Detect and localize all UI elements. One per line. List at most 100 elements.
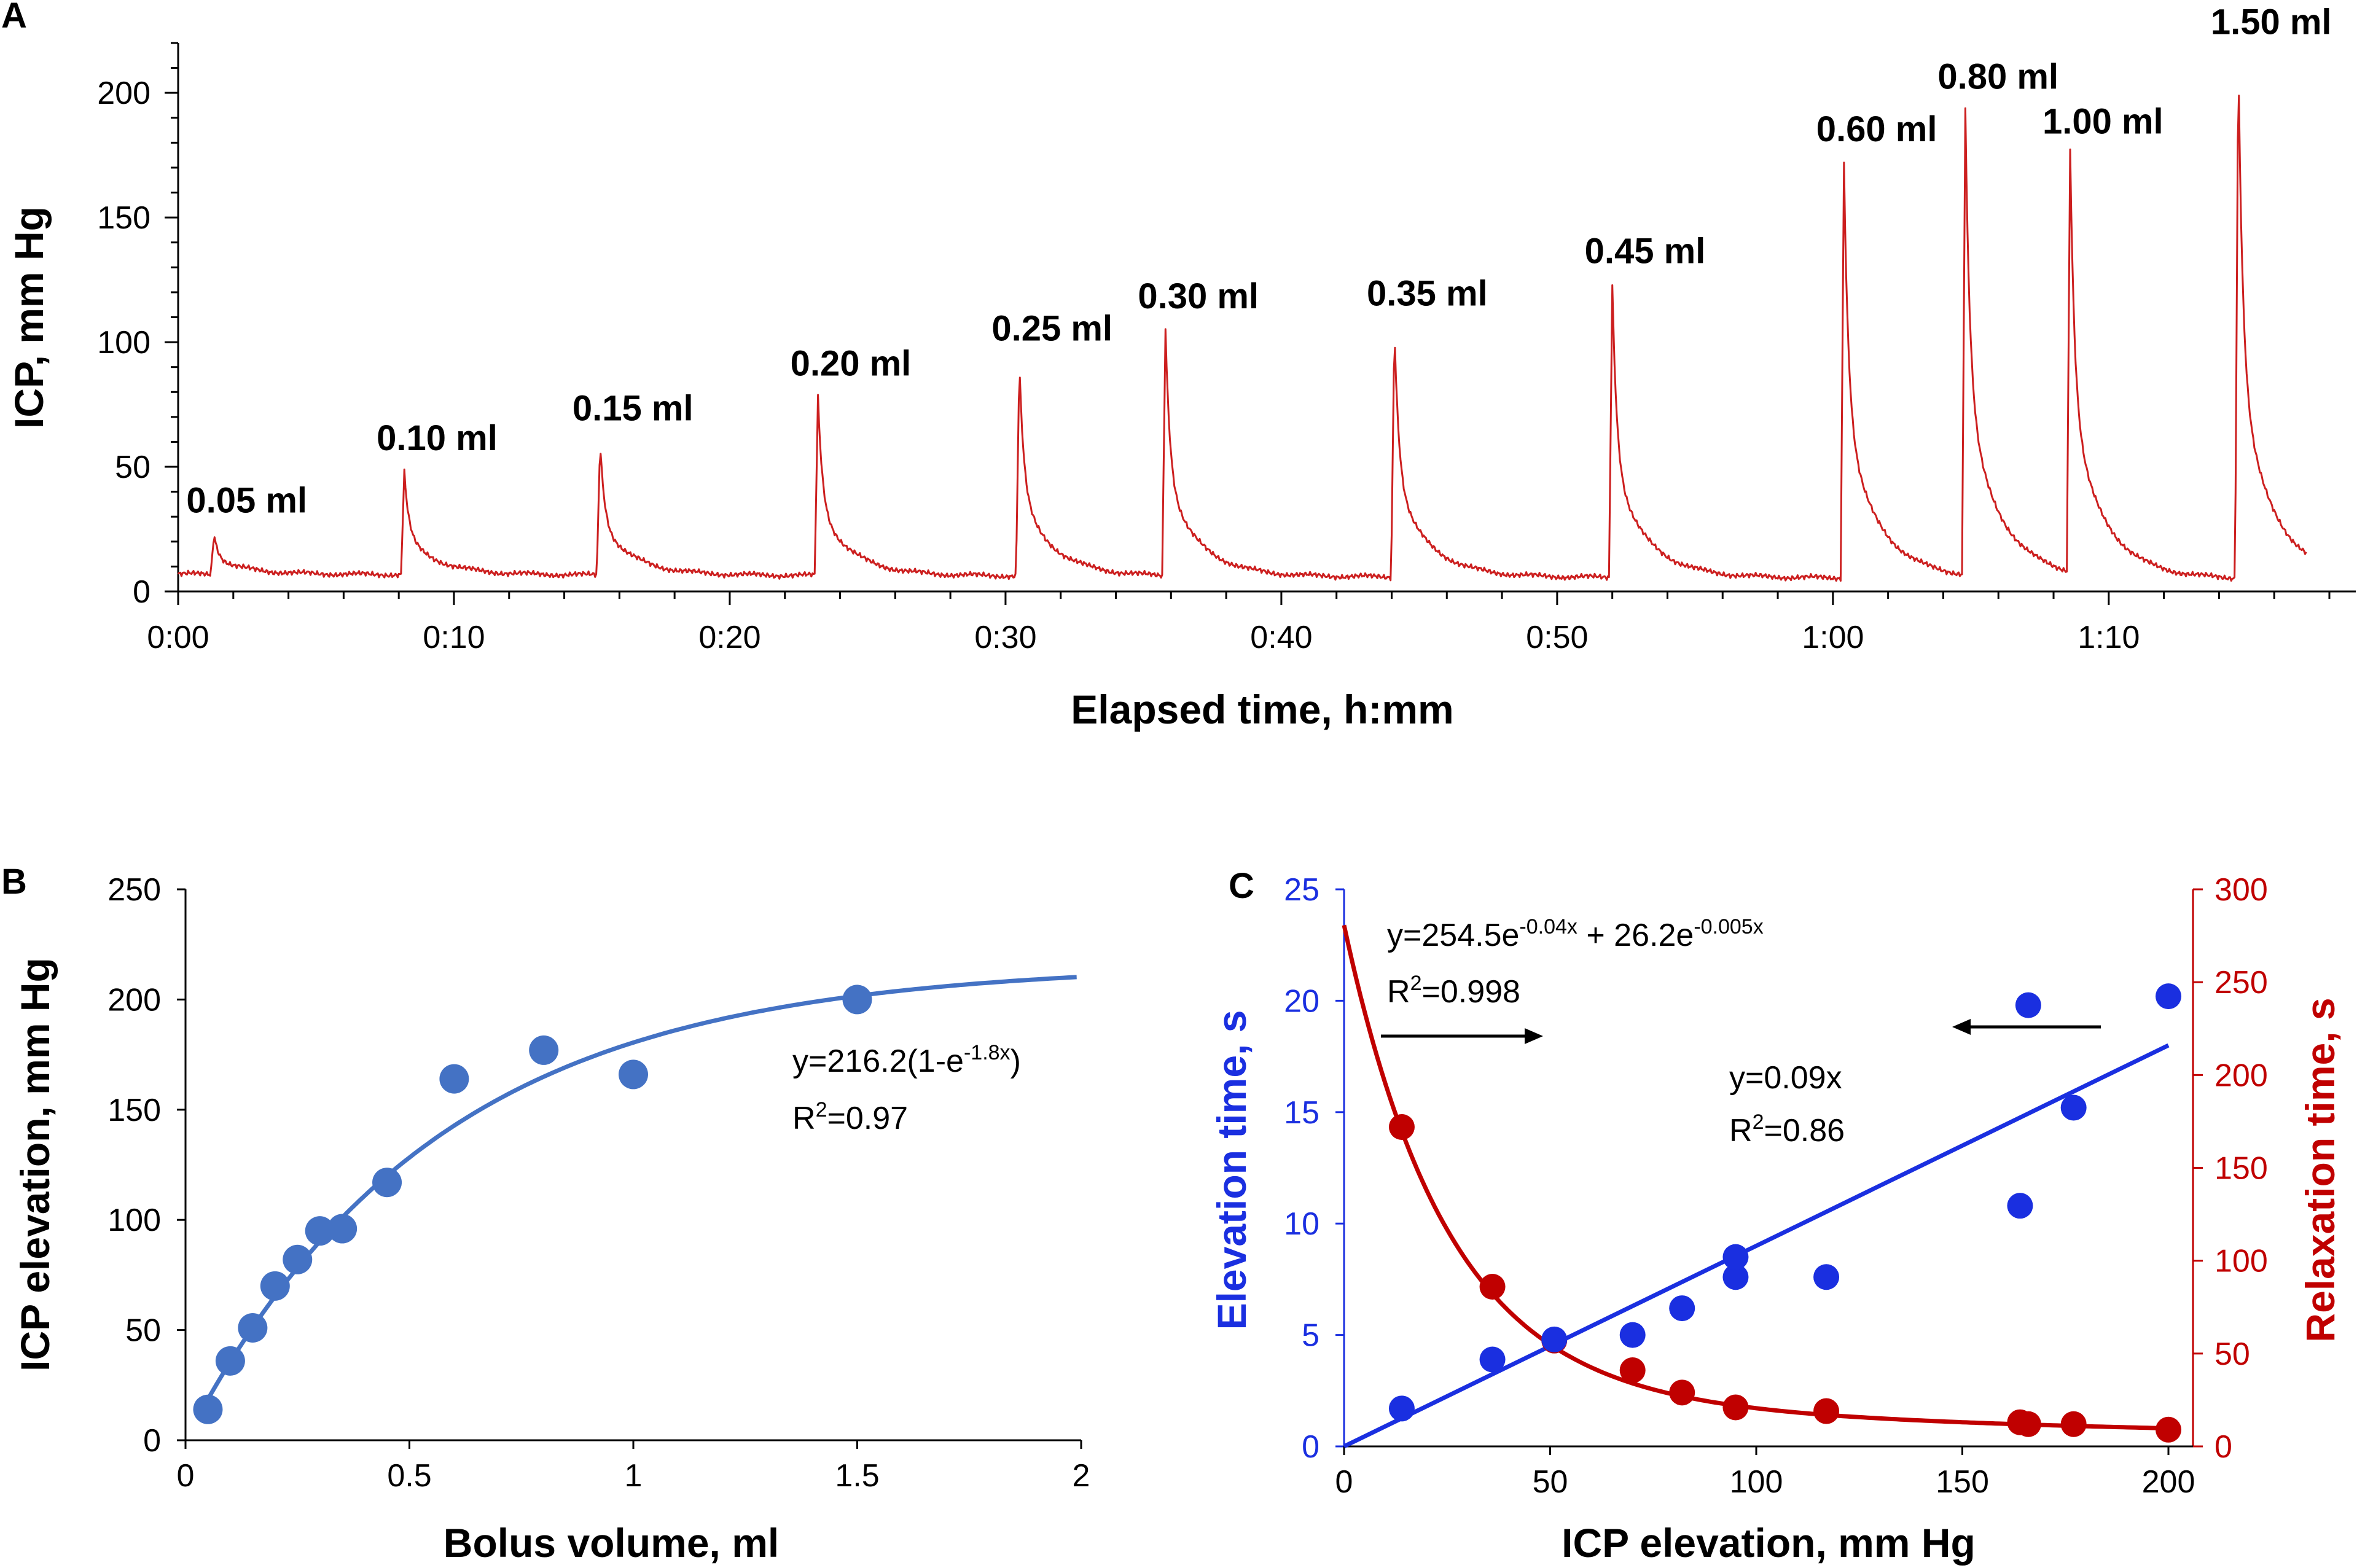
- panel-a-x-tick-label: 0:30: [974, 620, 1036, 655]
- panel-a-y-tick-label: 0: [133, 574, 150, 610]
- panel-b-data-point: [283, 1244, 313, 1274]
- panel-b-y-tick-label: 100: [108, 1203, 161, 1238]
- panel-a-icp-trace: [177, 95, 2307, 582]
- panel-c-x-ticks: 0 50 100 150 200: [1335, 1446, 2195, 1500]
- panel-c-left-title: Elevation time, s: [1209, 1010, 1254, 1330]
- panel-a-x-tick-label: 1:10: [2078, 620, 2140, 655]
- panel-a-peak-label: 0.15 ml: [573, 388, 694, 428]
- panel-c-right-tick-label: 200: [2214, 1058, 2268, 1093]
- panel-c-relaxation-point: [2060, 1411, 2087, 1437]
- panel-c-elevation-point: [1669, 1295, 1695, 1322]
- panel-b-x-ticks: 0 0.5 1 1.5 2: [177, 1440, 1090, 1494]
- panel-a-letter: A: [1, 0, 27, 36]
- panel-a-y-tick-label: 200: [97, 76, 150, 111]
- panel-c-x-tick-label: 50: [1533, 1464, 1568, 1500]
- panel-b-x-tick-label: 2: [1073, 1458, 1090, 1494]
- panel-a-peak-label: 0.80 ml: [1937, 57, 2058, 97]
- panel-a-peak-label: 0.25 ml: [991, 309, 1112, 349]
- panel-b-data-point: [327, 1214, 358, 1244]
- panel-b-y-tick-label: 250: [108, 872, 161, 908]
- panel-c-right-title: Relaxation time, s: [2297, 997, 2343, 1342]
- panel-c-x-tick-label: 100: [1730, 1464, 1783, 1500]
- panel-b-equation: y=216.2(1-e-1.8x): [792, 1041, 1021, 1079]
- panel-c-relaxation-point: [1722, 1394, 1749, 1421]
- panel-c-elevation-point: [1722, 1264, 1749, 1290]
- panel-b-x-tick-label: 0.5: [387, 1458, 431, 1494]
- panel-b-data-point: [193, 1394, 223, 1424]
- panel-b-x-tick-label: 0: [177, 1458, 195, 1494]
- panel-a-y-title: ICP, mm Hg: [6, 206, 52, 429]
- panel-b-data-point: [238, 1313, 268, 1343]
- panel-c-elevation-point: [1619, 1322, 1646, 1348]
- panel-c-elev-r2: R2=0.86: [1729, 1110, 1845, 1149]
- panel-c-left-arrowhead: [1952, 1019, 1971, 1035]
- panel-a-x-ticks: 0:00 0:10 0:20 0:30 0:40 0:50 1:00 1:10: [147, 591, 2331, 655]
- panel-c-left-tick-label: 0: [1302, 1429, 1319, 1465]
- panel-c-left-ticks: 0 5 10 15 20 25: [1284, 872, 1344, 1465]
- panel-b-data-point: [529, 1035, 559, 1065]
- panel-c-left-tick-label: 20: [1284, 983, 1319, 1019]
- panel-c-elevation-point: [1388, 1395, 1415, 1422]
- panel-c-right-tick-label: 0: [2214, 1429, 2232, 1465]
- panel-a-peak-label: 1.00 ml: [2043, 102, 2164, 142]
- panel-c-right-ticks: 0 50 100 150 200 250 300: [2193, 872, 2268, 1465]
- panel-b-x-tick-label: 1.5: [835, 1458, 879, 1494]
- panel-a-peak-label: 0.30 ml: [1138, 276, 1259, 316]
- panel-a: A 0 50 100 150 200 0:00 0:10 0:20 0:30 0:40 0:50 1…: [1, 0, 2356, 732]
- panel-c-elevation-point: [2007, 1193, 2033, 1219]
- panel-c-elevation-point: [1479, 1346, 1506, 1373]
- panel-a-peak-label: 0.05 ml: [186, 481, 307, 521]
- panel-c-relaxation-point: [2156, 1416, 2181, 1443]
- panel-c-elevation-point: [2060, 1094, 2087, 1121]
- panel-c-left-tick-label: 10: [1284, 1206, 1319, 1242]
- panel-c-relaxation-point: [1479, 1273, 1506, 1300]
- panel-c-left-tick-label: 25: [1284, 872, 1319, 908]
- panel-c-x-tick-label: 0: [1335, 1464, 1353, 1500]
- panel-c-relaxation-point: [1619, 1357, 1646, 1384]
- panel-a-x-tick-label: 1:00: [1802, 620, 1864, 655]
- panel-b-y-tick-label: 50: [125, 1313, 161, 1349]
- panel-c-x-tick-label: 200: [2142, 1464, 2195, 1500]
- panel-c-elevation-points: [1388, 983, 2181, 1422]
- panel-c-relaxation-point: [1669, 1379, 1695, 1406]
- panel-c-right-tick-label: 300: [2214, 872, 2268, 908]
- panel-c-elev-equation: y=0.09x: [1729, 1060, 1842, 1096]
- panel-b-x-tick-label: 1: [625, 1458, 643, 1494]
- panel-c-x-title: ICP elevation, mm Hg: [1562, 1520, 1976, 1566]
- panel-b-x-title: Bolus volume, ml: [444, 1520, 779, 1566]
- panel-b-y-tick-label: 150: [108, 1093, 161, 1128]
- panel-c-relaxation-points: [1388, 1114, 2181, 1443]
- panel-a-peak-label: 0.60 ml: [1816, 109, 1937, 149]
- panel-b-data-point: [215, 1346, 245, 1376]
- panel-a-x-tick-label: 0:10: [423, 620, 485, 655]
- panel-b-points: [193, 985, 872, 1424]
- panel-c-left-tick-label: 5: [1302, 1318, 1319, 1354]
- panel-b-y-ticks: 0 50 100 150 200 250: [108, 872, 186, 1459]
- panel-a-peak-label: 1.50 ml: [2211, 2, 2332, 42]
- panel-a-y-tick-label: 100: [97, 325, 150, 361]
- panel-a-x-title: Elapsed time, h:mm: [1071, 687, 1454, 732]
- panel-b-y-title: ICP elevation, mm Hg: [12, 958, 58, 1371]
- panel-c-relaxation-point: [1813, 1398, 1840, 1424]
- panel-c-elevation-fit: [1343, 1043, 2170, 1449]
- panel-b-data-point: [260, 1271, 290, 1301]
- panel-c-elevation-point: [2015, 992, 2041, 1018]
- panel-a-peak-label: 0.45 ml: [1585, 232, 1706, 271]
- panel-c-right-tick-label: 250: [2214, 965, 2268, 1000]
- panel-a-peak-label: 0.10 ml: [377, 418, 498, 458]
- panel-c-right-arrowhead: [1525, 1028, 1543, 1044]
- panel-a-y-ticks: 0 50 100 150 200: [97, 42, 178, 610]
- panel-c-relax-r2: R2=0.998: [1387, 972, 1520, 1010]
- panel-c: C 0 5 10 15 20 25 0 50 100 150 200 250 300 0 50 100 15…: [1209, 866, 2343, 1566]
- panel-c-relax-equation: y=254.5e-0.04x + 26.2e-0.005x: [1387, 915, 1764, 953]
- panel-b: B 0 50 100 150 200 250 0 0.5 1 1.5 2 y=216.2(1-e-…: [1, 862, 1090, 1566]
- panel-b-data-point: [439, 1064, 469, 1094]
- panel-b-r2: R2=0.97: [792, 1098, 908, 1136]
- panel-b-fit-curve: [201, 975, 1077, 1408]
- panel-a-peak-label: 0.35 ml: [1367, 274, 1488, 314]
- panel-a-x-tick-label: 0:20: [698, 620, 760, 655]
- panel-a-peak-label: 0.20 ml: [791, 343, 912, 383]
- panel-c-letter: C: [1229, 866, 1254, 906]
- panel-c-elevation-point: [2156, 983, 2181, 1010]
